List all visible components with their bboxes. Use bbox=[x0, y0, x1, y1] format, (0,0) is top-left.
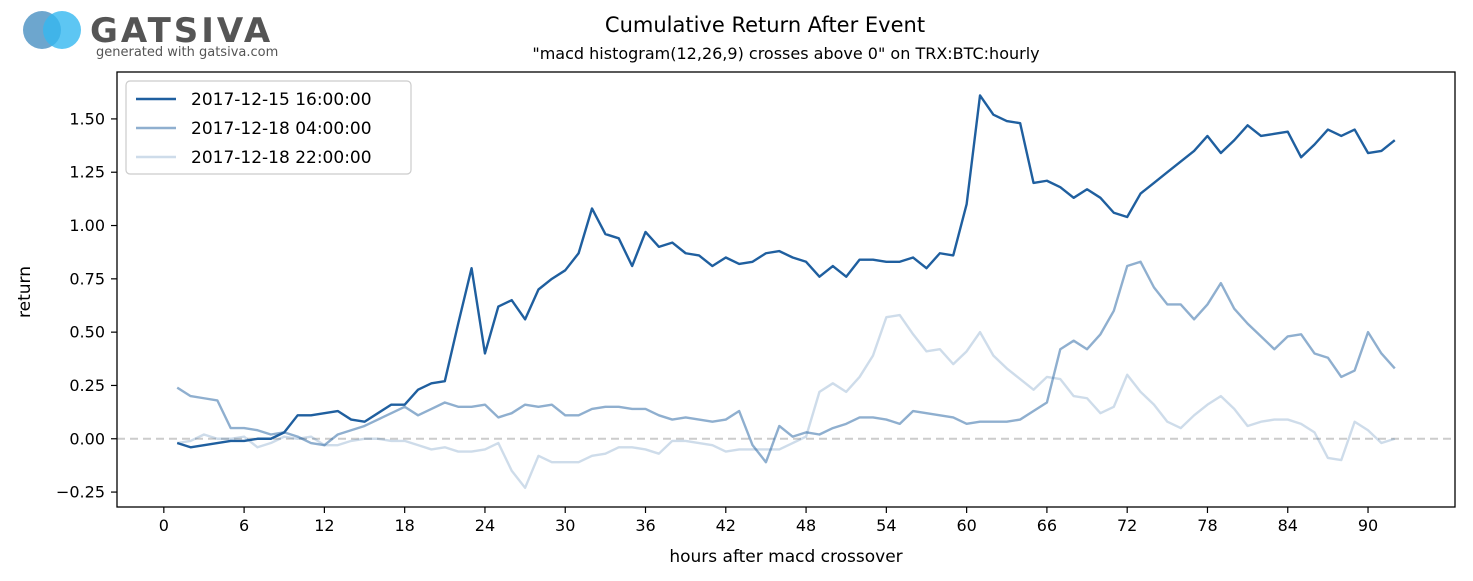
x-tick-label: 60 bbox=[956, 516, 976, 535]
y-axis-label: return bbox=[15, 266, 35, 318]
y-tick-label: 0.75 bbox=[69, 269, 105, 288]
x-tick-label: 42 bbox=[716, 516, 736, 535]
y-tick-label: 0.25 bbox=[69, 376, 105, 395]
x-tick-label: 30 bbox=[555, 516, 575, 535]
legend-label-1: 2017-12-15 16:00:00 bbox=[191, 90, 372, 110]
x-tick-label: 72 bbox=[1117, 516, 1137, 535]
series-line-2 bbox=[176, 260, 1396, 464]
logo-circle-right bbox=[43, 11, 81, 49]
y-tick-label: 0.00 bbox=[69, 429, 105, 448]
x-tick-label: 54 bbox=[876, 516, 896, 535]
x-tick-label: 36 bbox=[635, 516, 655, 535]
y-tick-label: 1.50 bbox=[69, 109, 105, 128]
x-axis-label: hours after macd crossover bbox=[669, 547, 902, 567]
gatsiva-logo: GATSIVA generated with gatsiva.com bbox=[23, 11, 278, 60]
x-tick-label: 48 bbox=[796, 516, 816, 535]
series-layer bbox=[176, 94, 1396, 490]
y-tick-label: 1.25 bbox=[69, 163, 105, 182]
legend: 2017-12-15 16:00:00 2017-12-18 04:00:00 20… bbox=[125, 80, 412, 175]
x-tick-label: 6 bbox=[239, 516, 249, 535]
y-tick-label: −0.25 bbox=[56, 483, 105, 502]
x-tick-label: 78 bbox=[1197, 516, 1217, 535]
legend-box bbox=[125, 80, 412, 175]
logo-tagline: generated with gatsiva.com bbox=[96, 45, 278, 60]
plot-area-frame bbox=[116, 71, 1456, 508]
x-tick-label: 0 bbox=[159, 516, 169, 535]
x-tick-label: 24 bbox=[475, 516, 495, 535]
legend-label-2: 2017-12-18 04:00:00 bbox=[191, 119, 372, 139]
y-tick-label: 1.00 bbox=[69, 216, 105, 235]
chart-subtitle: "macd histogram(12,26,9) crosses above 0… bbox=[532, 44, 1039, 63]
logo-wordmark: GATSIVA bbox=[90, 11, 273, 51]
y-tick-label: 0.50 bbox=[69, 323, 105, 342]
x-tick-label: 18 bbox=[394, 516, 414, 535]
legend-label-3: 2017-12-18 22:00:00 bbox=[191, 148, 372, 168]
x-tick-label: 84 bbox=[1278, 516, 1298, 535]
series-line-3 bbox=[177, 313, 1396, 490]
x-tick-label: 66 bbox=[1037, 516, 1057, 535]
x-tick-label: 90 bbox=[1358, 516, 1378, 535]
chart-title: Cumulative Return After Event bbox=[605, 13, 925, 37]
x-tick-label: 12 bbox=[314, 516, 334, 535]
y-axis-ticks: −0.25 0.00 0.25 0.50 0.75 1.00 1.25 1.50 bbox=[56, 109, 117, 502]
x-axis-ticks: 0 6 12 18 24 30 36 42 48 54 60 66 72 78 84 90 bbox=[159, 507, 1378, 535]
series-line-1 bbox=[176, 94, 1396, 449]
